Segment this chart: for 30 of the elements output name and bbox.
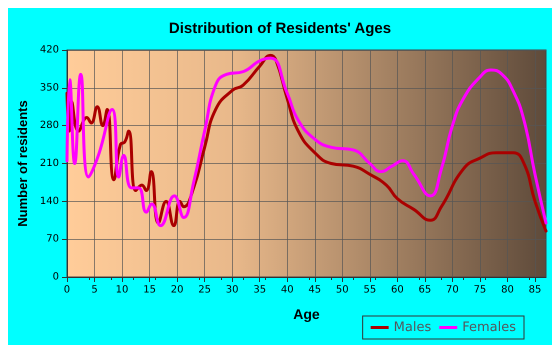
x-tick-label: 5 xyxy=(91,284,98,296)
x-tick-label: 30 xyxy=(226,284,239,296)
x-tick-label: 35 xyxy=(253,284,266,296)
x-tick-label: 20 xyxy=(170,284,184,296)
x-tick-label: 40 xyxy=(280,284,294,296)
x-tick-label: 45 xyxy=(308,284,322,296)
x-tick-label: 60 xyxy=(390,284,404,296)
x-tick-label: 85 xyxy=(528,284,542,296)
y-tick-label: 350 xyxy=(40,82,59,94)
y-tick-label: 0 xyxy=(52,272,59,282)
x-tick-label: 25 xyxy=(198,284,211,296)
y-tick-label: 210 xyxy=(40,158,59,169)
x-tick-label: 80 xyxy=(501,284,514,296)
y-tick-label: 70 xyxy=(46,234,59,245)
x-tick-label: 75 xyxy=(474,284,486,296)
y-tick-label: 420 xyxy=(40,44,59,56)
x-tick-label: 15 xyxy=(143,284,156,296)
x-tick-label: 10 xyxy=(116,284,128,296)
y-tick-label: 280 xyxy=(40,120,59,132)
x-tick-label: 70 xyxy=(446,284,459,296)
x-tick-label: 0 xyxy=(64,284,70,296)
legend-label: Males xyxy=(394,320,432,335)
x-tick-label: 55 xyxy=(363,284,376,296)
x-tick-label: 65 xyxy=(418,284,432,296)
legend-label: Females xyxy=(462,320,516,335)
x-tick-label: 50 xyxy=(336,284,349,296)
x-axis-title: Age xyxy=(293,306,320,322)
y-tick-label: 140 xyxy=(40,196,59,207)
y-axis-title: Number of residents xyxy=(15,100,30,227)
chart-title: Distribution of Residents' Ages xyxy=(168,20,392,37)
